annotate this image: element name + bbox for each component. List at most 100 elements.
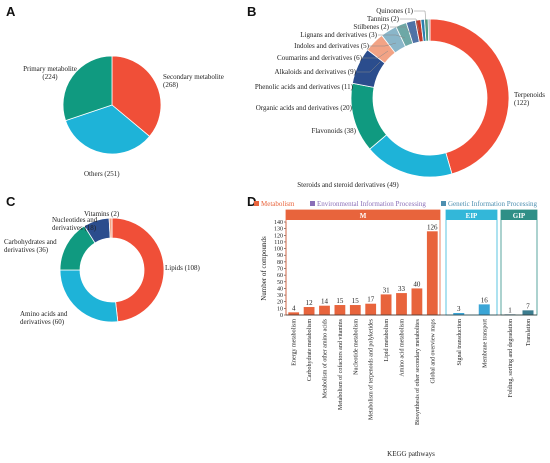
panel-label-a: A [6, 4, 16, 19]
group-header-2 [501, 210, 537, 220]
slice-label-primary: (224) [42, 73, 58, 81]
slice-label-vitamins: Vitamins (2) [84, 210, 120, 218]
x-category-label: Metabolism of other amino acids [322, 318, 329, 398]
slice-label-carbohydrates: Carbohydrates and [4, 238, 57, 246]
slice-label-flavonoids: Flavonoids (38) [311, 127, 356, 135]
group-header-1 [446, 210, 497, 220]
bar [380, 294, 392, 315]
slice-label-secondary: Secondary metabolite [163, 73, 224, 81]
y-tick-label: 60 [277, 273, 283, 279]
group-header-label-1: EIP [466, 212, 478, 220]
legend-item-0: Metabolism [261, 200, 295, 208]
legend-item-1: Environmental Information Processing [317, 200, 426, 208]
slice-label-lipids: Lipids (108) [165, 264, 200, 272]
leader-line-4 [369, 42, 397, 47]
panel-label-b: B [247, 4, 256, 19]
y-axis-label: Number of compounds [260, 236, 268, 301]
y-tick-label: 0 [280, 313, 283, 319]
slice-label-indoles: Indoles and derivatives (5) [294, 42, 370, 50]
slice-label-steroids: Steroids and steroid derivatives (49) [297, 181, 399, 189]
bar [426, 231, 438, 315]
pie-chart-a: Secondary metabolite(268) Others (251) Pri… [23, 55, 224, 178]
panel-label-d: D [247, 194, 256, 209]
slice-label-phenolic-acids: Phenolic acids and derivatives (11) [255, 83, 354, 91]
slice-label-alkaloids: Alkaloids and derivatives (9) [275, 68, 357, 76]
x-category-label: Amino acid metabolism [400, 319, 406, 377]
y-tick-label: 40 [277, 286, 283, 292]
bar-value-label: 16 [481, 296, 489, 304]
y-tick-label: 140 [274, 220, 283, 226]
y-tick-label: 20 [277, 300, 283, 306]
x-category-label: Biosynthesis of other secondary metaboli… [414, 318, 421, 425]
bar-value-label: 15 [352, 297, 360, 305]
bar-value-label: 3 [457, 305, 461, 313]
bar [411, 288, 423, 315]
leader-line-5 [362, 50, 389, 59]
group-header-0 [286, 210, 440, 220]
pie-slice-4 [108, 217, 113, 239]
leader-line-1 [390, 26, 413, 36]
y-tick-label: 10 [277, 306, 283, 312]
bar-value-label: 15 [336, 297, 344, 305]
y-tick-label: 30 [277, 293, 283, 299]
bar [522, 310, 534, 315]
bar [349, 305, 361, 315]
slice-label-primary: Primary metabolite [23, 65, 77, 73]
bar-value-label: 1 [508, 306, 512, 314]
bar [319, 305, 330, 315]
y-tick-label: 130 [274, 227, 283, 233]
bar-value-label: 4 [292, 304, 296, 312]
panel-label-c: C [6, 194, 16, 209]
slice-label-secondary: (268) [163, 81, 179, 89]
slice-label-terpenoids: Terpenoids [514, 91, 545, 99]
bar [334, 305, 346, 315]
slice-label-coumarins: Coumarins and derivatives (6) [277, 54, 363, 62]
pie-slice-0 [111, 217, 165, 323]
pie-slice-1 [65, 104, 151, 155]
bar-value-label: 7 [526, 302, 530, 310]
bar [288, 312, 300, 315]
slice-label-amino-acids: derivatives (60) [20, 318, 65, 326]
x-category-label: Membrane transport [482, 319, 488, 368]
leader-line-0 [378, 34, 406, 39]
pie-slice-0 [429, 18, 510, 175]
group-header-label-0: M [360, 212, 367, 220]
x-axis-label: KEGG pathways [387, 450, 435, 458]
legend-swatch-2 [441, 201, 446, 206]
legend-swatch-0 [254, 201, 259, 206]
bar-value-label: 31 [383, 286, 391, 294]
bar-value-label: 12 [306, 299, 314, 307]
bar-value-label: 126 [427, 223, 438, 231]
x-category-label: Metabolism of terpenoids and polyketides [368, 318, 375, 420]
x-category-label: Translation [526, 319, 532, 346]
pie-slice-1 [59, 269, 119, 323]
x-category-label: Lipid metabolism [384, 319, 390, 362]
group-header-label-2: GIP [513, 212, 526, 220]
slice-label-amino-acids: Amino acids and [20, 310, 68, 318]
bar [478, 304, 490, 315]
bar-value-label: 14 [321, 298, 329, 306]
bar [396, 293, 407, 315]
slice-label-lignans: Lignans and derivatives (3) [300, 31, 377, 39]
bar [365, 303, 377, 315]
slice-label-tannins: Tannins (2) [367, 15, 400, 23]
pie-slice-2 [62, 55, 113, 122]
x-category-label: Nucleotide metabolism [353, 319, 359, 375]
pie-slice-0 [111, 55, 162, 137]
y-tick-label: 90 [277, 253, 283, 259]
bar [303, 307, 315, 315]
y-tick-label: 100 [274, 247, 283, 253]
pie-slice-1 [369, 134, 453, 178]
slice-label-quinones: Quinones (1) [376, 7, 413, 15]
pie-slice-11 [427, 18, 431, 42]
donut-chart-b: Terpenoids(122) Steroids and steroid deri… [255, 7, 545, 189]
group-frame-2 [500, 209, 538, 316]
x-category-label: Metabolism of cofactors and vitamins [337, 318, 344, 410]
y-tick-label: 120 [274, 233, 283, 239]
slice-label-stilbenes: Stilbenes (2) [353, 23, 389, 31]
group-frame-1 [445, 209, 498, 316]
pie-slice-2 [350, 82, 388, 150]
y-tick-label: 50 [277, 280, 283, 286]
